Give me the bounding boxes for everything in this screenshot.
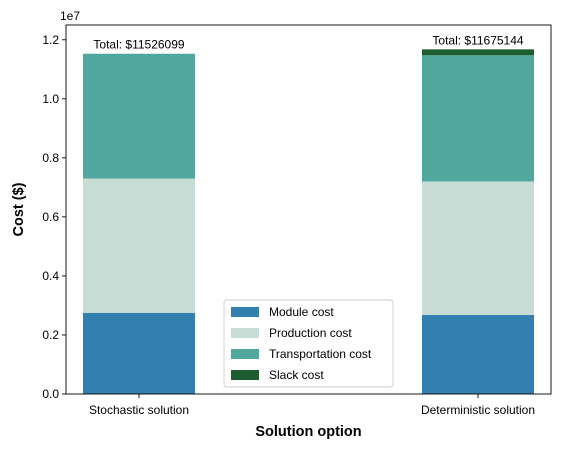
y-tick-label-2: 0.4 [42,269,59,283]
bar-production-cost-deterministic-solution [422,181,534,315]
x-tick-label-deterministic-solution: Deterministic solution [421,403,535,417]
x-axis: Stochastic solution Deterministic solutio… [89,394,535,417]
total-annotations: Total: $11526099 Total: $11675144 [93,33,524,51]
y-tick-label-5: 1.0 [42,92,59,106]
legend-label-slack-cost: Slack cost [269,368,324,382]
y-axis-title: Cost ($) [11,182,27,236]
legend-label-transportation-cost: Transportation cost [269,347,372,361]
bar-slack-cost-deterministic-solution [422,49,534,56]
y-axis: 0.0 0.2 0.4 0.6 0.8 1.0 1.2 [42,33,66,401]
y-tick-label-3: 0.6 [42,210,59,224]
legend-swatch-module-cost [231,307,259,317]
bar-module-cost-stochastic-solution [83,312,195,394]
legend-label-module-cost: Module cost [269,305,334,319]
legend-swatch-production-cost [231,328,259,338]
legend-swatch-transportation-cost [231,349,259,359]
legend-label-production-cost: Production cost [269,326,352,340]
bar-module-cost-deterministic-solution [422,314,534,394]
y-tick-label-4: 0.8 [42,151,59,165]
total-label-deterministic-solution: Total: $11675144 [432,33,524,47]
bar-transportation-cost-deterministic-solution [422,55,534,182]
legend-swatch-slack-cost [231,370,259,380]
legend-frame [223,299,394,388]
bar-production-cost-stochastic-solution [83,178,195,313]
legend: Module cost Production cost Transportation… [223,299,394,388]
y-tick-label-6: 1.2 [42,33,59,47]
y-tick-label-0: 0.0 [42,387,59,401]
y-axis-scale-label: 1e7 [60,9,80,23]
plot-area-frame [65,24,552,395]
bar-transportation-cost-stochastic-solution [83,53,195,179]
bars-layer [83,49,534,394]
x-axis-title: Solution option [255,424,361,440]
total-label-stochastic-solution: Total: $11526099 [93,38,185,52]
y-tick-label-1: 0.2 [42,328,59,342]
x-tick-label-stochastic-solution: Stochastic solution [89,403,189,417]
